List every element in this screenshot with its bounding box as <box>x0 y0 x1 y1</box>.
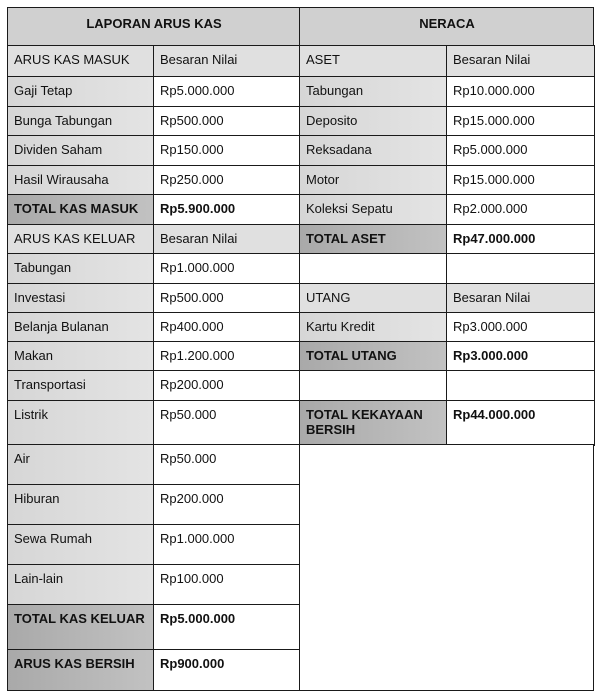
row-label: Kartu Kredit <box>299 312 448 343</box>
row-label: UTANG <box>299 283 448 314</box>
row-label: Hiburan <box>7 484 155 526</box>
row-value: Rp5.000.000 <box>153 76 301 108</box>
row-label: Bunga Tabungan <box>7 106 155 137</box>
row-label: Motor <box>299 165 448 196</box>
row-value: Rp900.000 <box>153 649 301 691</box>
row-label: Listrik <box>7 400 155 446</box>
row-value: Rp200.000 <box>153 484 301 526</box>
row-value: Rp15.000.000 <box>446 165 595 196</box>
row-label: Koleksi Sepatu <box>299 194 448 226</box>
row-label: Deposito <box>299 106 448 137</box>
row-label: Reksadana <box>299 135 448 167</box>
row-label: TOTAL ASET <box>299 224 448 255</box>
row-label: TOTAL KAS MASUK <box>7 194 155 226</box>
cash-flow-title: LAPORAN ARUS KAS <box>7 7 300 46</box>
row-value: Rp44.000.000 <box>446 400 595 446</box>
row-value: Rp1.000.000 <box>153 253 301 285</box>
row-label: Belanja Bulanan <box>7 312 155 343</box>
row-value: Rp47.000.000 <box>446 224 595 255</box>
row-label: ASET <box>299 45 448 78</box>
row-value: Rp100.000 <box>153 564 301 606</box>
row-label: Makan <box>7 341 155 372</box>
row-value: Rp15.000.000 <box>446 106 595 137</box>
row-value: Rp1.000.000 <box>153 524 301 566</box>
row-value: Besaran Nilai <box>153 224 301 255</box>
row-label: Dividen Saham <box>7 135 155 167</box>
empty-area <box>299 444 594 691</box>
row-label <box>299 370 448 402</box>
row-label: TOTAL KAS KELUAR <box>7 604 155 651</box>
row-label: Hasil Wirausaha <box>7 165 155 196</box>
row-label: TOTAL KEKAYAAN BERSIH <box>299 400 448 446</box>
row-value: Rp150.000 <box>153 135 301 167</box>
row-value <box>446 253 595 285</box>
row-value: Rp5.000.000 <box>153 604 301 651</box>
row-value: Rp500.000 <box>153 106 301 137</box>
row-value: Rp50.000 <box>153 400 301 446</box>
row-value: Rp500.000 <box>153 283 301 314</box>
row-value: Rp5.900.000 <box>153 194 301 226</box>
row-value: Rp50.000 <box>153 444 301 486</box>
row-label: Air <box>7 444 155 486</box>
row-label: Tabungan <box>299 76 448 108</box>
balance-sheet-title: NERACA <box>299 7 594 46</box>
row-value: Rp1.200.000 <box>153 341 301 372</box>
row-value: Rp3.000.000 <box>446 341 595 372</box>
row-value: Rp200.000 <box>153 370 301 402</box>
row-value <box>446 370 595 402</box>
row-value: Besaran Nilai <box>446 283 595 314</box>
row-label: Tabungan <box>7 253 155 285</box>
row-value: Besaran Nilai <box>446 45 595 78</box>
row-label: Investasi <box>7 283 155 314</box>
row-label: Transportasi <box>7 370 155 402</box>
row-label: TOTAL UTANG <box>299 341 448 372</box>
row-label: Gaji Tetap <box>7 76 155 108</box>
row-label: ARUS KAS KELUAR <box>7 224 155 255</box>
row-value: Rp10.000.000 <box>446 76 595 108</box>
row-label: ARUS KAS BERSIH <box>7 649 155 691</box>
row-value: Rp3.000.000 <box>446 312 595 343</box>
row-value: Besaran Nilai <box>153 45 301 78</box>
row-label: Lain-lain <box>7 564 155 606</box>
row-label <box>299 253 448 285</box>
row-value: Rp2.000.000 <box>446 194 595 226</box>
row-value: Rp400.000 <box>153 312 301 343</box>
row-label: ARUS KAS MASUK <box>7 45 155 78</box>
row-label: Sewa Rumah <box>7 524 155 566</box>
row-value: Rp250.000 <box>153 165 301 196</box>
row-value: Rp5.000.000 <box>446 135 595 167</box>
